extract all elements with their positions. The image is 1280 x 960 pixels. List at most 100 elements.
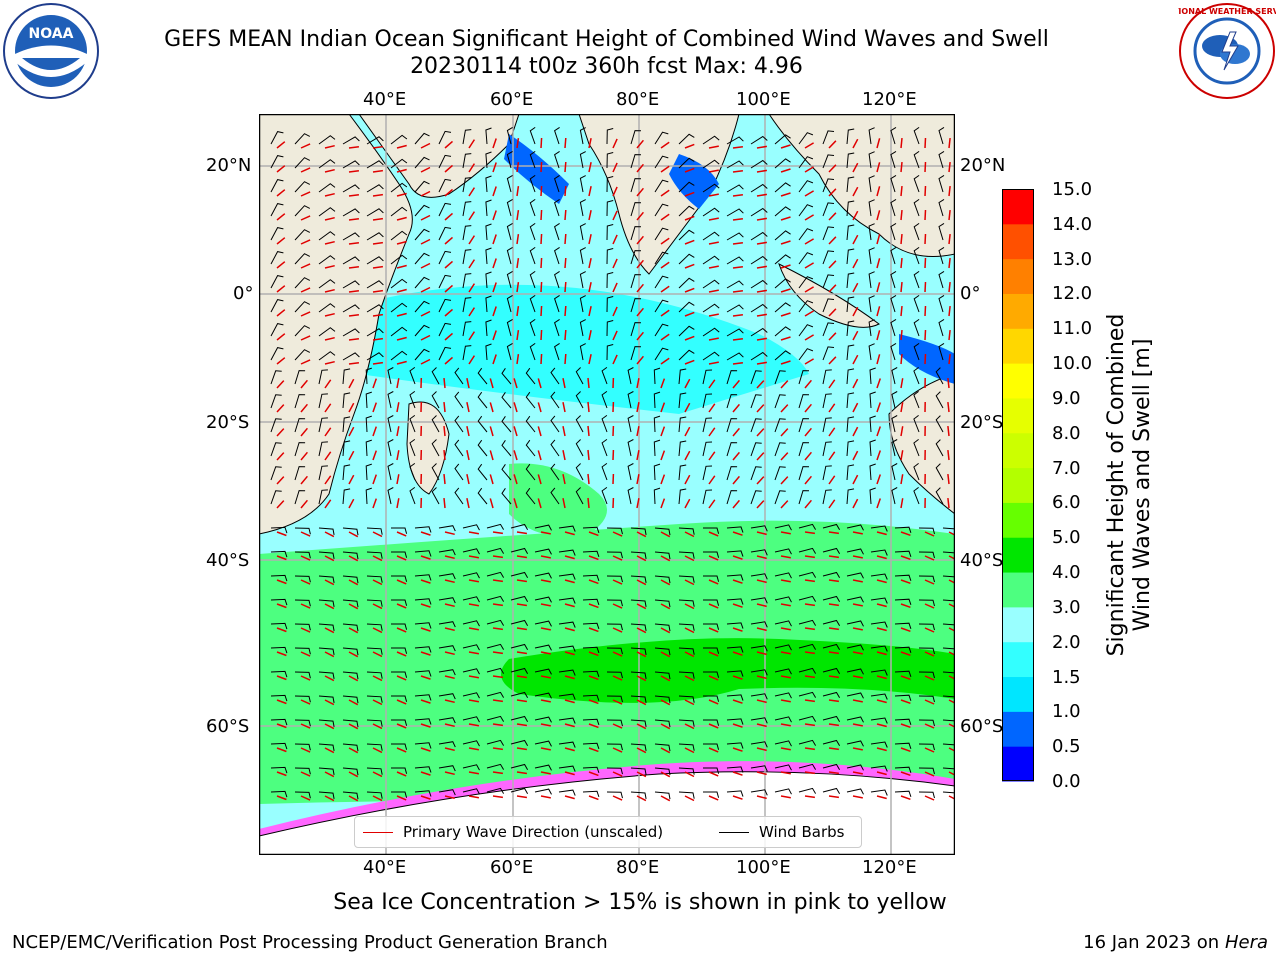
wave-direction-arrow [636,235,644,245]
wave-direction-arrow [636,723,647,730]
wind-barb [414,694,432,701]
wind-barb [726,742,744,749]
wind-barb [798,715,817,722]
wave-direction-arrow [876,426,882,437]
wind-barb [506,270,513,289]
wave-direction-arrow [780,771,791,775]
wind-barb [510,715,529,722]
wave-direction-arrow [468,163,476,173]
colorbar-cell [1002,293,1034,329]
wave-direction-arrow [684,675,695,682]
wind-barb [554,222,560,241]
wind-barb [678,205,695,217]
wave-direction-arrow [756,747,767,752]
wind-barb [702,303,720,313]
wave-direction-arrow [732,451,740,461]
chart-title: GEFS MEAN Indian Ocean Significant Heigh… [0,26,1213,80]
wave-direction-arrow [900,627,911,633]
wave-direction-arrow [900,723,911,729]
wind-barb [702,393,713,409]
wind-barb [318,279,336,289]
wind-barb [366,352,384,361]
wave-direction-arrow [324,603,335,610]
wave-direction-arrow [900,402,904,413]
wave-direction-arrow [636,163,644,173]
wind-barb [438,154,452,169]
wave-direction-arrow [468,651,480,655]
colorbar-tick-label: 6.0 [1052,492,1081,514]
wind-barb [678,551,695,559]
wave-direction-arrow [489,474,494,485]
wind-barb [575,415,584,433]
wind-barb [409,486,416,505]
wind-barb [750,490,762,505]
wind-barb [554,174,560,193]
wind-barb [294,466,306,481]
wave-direction-arrow [489,402,494,413]
wave-direction-arrow [708,555,719,561]
wind-barb [630,647,647,655]
wind-barb [409,366,416,385]
wave-direction-arrow [276,603,287,609]
wind-barb [870,741,888,748]
wind-barb [798,324,814,337]
wave-direction-arrow [756,380,765,389]
wind-barb [798,204,814,217]
wind-barb [654,647,671,656]
wave-direction-arrow [348,169,359,173]
wind-barb [510,691,529,698]
wave-direction-arrow [876,210,881,221]
wind-barb [798,180,814,193]
wave-direction-arrow [492,186,497,197]
wind-barb [630,719,647,727]
wind-barb [582,646,600,654]
colorbar-cell [1002,606,1034,643]
wave-direction-arrow [804,723,816,727]
wind-barb [391,791,408,798]
wind-barb [534,668,552,675]
wave-direction-arrow [444,212,453,221]
wave-direction-arrow [492,675,504,679]
wave-direction-arrow [324,379,332,389]
wind-barb [534,764,552,771]
wave-direction-arrow [537,378,542,389]
wind-barb [270,550,288,558]
wind-barb [798,394,810,409]
wind-barb [918,695,935,703]
wind-barb [798,667,817,674]
wind-barb [342,352,360,361]
wave-direction-arrow [587,497,590,509]
wave-direction-arrow [444,699,455,704]
wind-barb [894,526,912,533]
legend-wave-direction: Primary Wave Direction (unscaled) [363,823,663,841]
wind-barb [462,716,480,723]
wave-direction-arrow [587,449,590,461]
wave-direction-arrow [420,555,431,560]
wind-barb [846,248,855,265]
wave-direction-arrow [948,747,955,752]
wave-direction-arrow [947,474,950,485]
wind-barb [390,158,408,169]
wave-direction-arrow [612,210,618,221]
wave-direction-arrow [900,282,903,293]
wind-barb [846,788,864,795]
wind-barb [913,222,920,241]
wave-direction-arrow [468,555,480,559]
wave-direction-arrow [876,354,881,365]
wave-direction-arrow [468,699,480,703]
wave-direction-arrow [948,771,955,776]
wave-direction-arrow [564,555,575,560]
wave-direction-arrow [732,723,743,728]
wind-barb [477,367,488,385]
wave-direction-arrow [492,282,497,293]
wind-barb [485,127,492,145]
title-line-1: GEFS MEAN Indian Ocean Significant Heigh… [164,27,1049,52]
wave-direction-arrow [444,531,455,536]
wave-direction-arrow [684,699,695,706]
wave-direction-arrow [660,771,671,778]
wind-barb [846,596,864,603]
wind-barb [630,551,647,559]
wind-barb [294,599,311,607]
wave-direction-arrow [804,675,816,679]
wind-barb [529,126,536,145]
